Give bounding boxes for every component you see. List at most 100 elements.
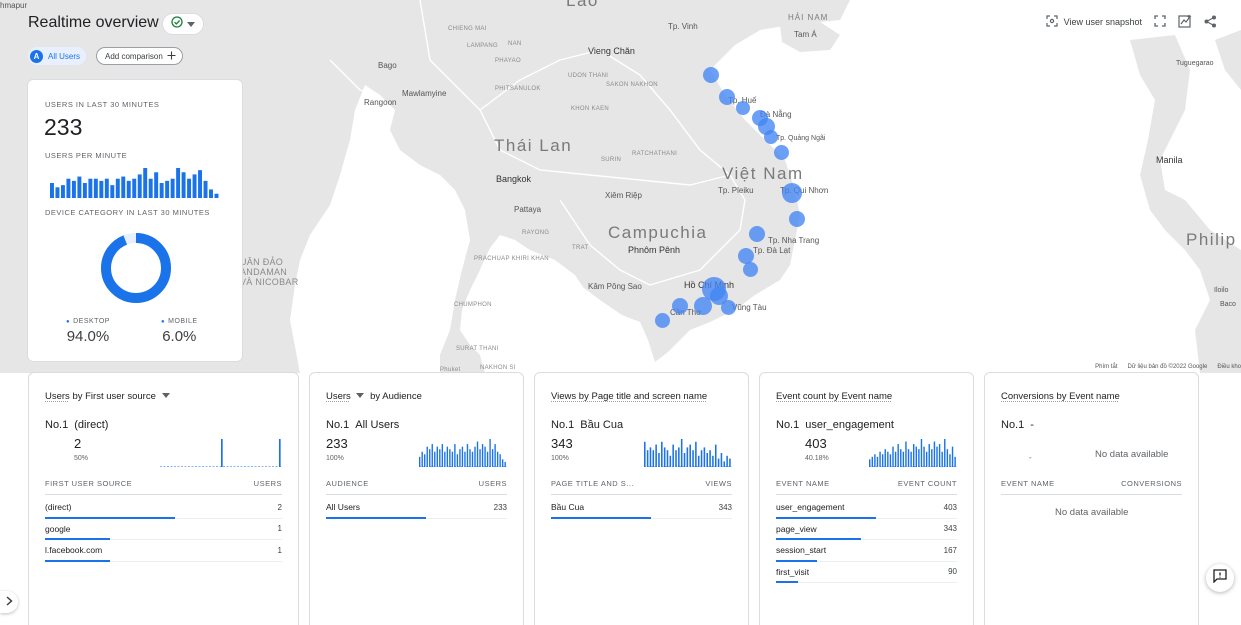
sparkline-bar[interactable] [675,450,677,467]
sparkline-bar[interactable] [700,450,703,467]
sparkline-bar[interactable] [471,451,474,467]
sparkline-bar[interactable] [706,453,709,467]
per-minute-bar[interactable] [126,180,131,198]
sparkline-bar[interactable] [723,461,726,467]
sparkline-bar[interactable] [729,458,731,467]
map-user-dot[interactable] [743,262,758,277]
sparkline-bar[interactable] [419,456,421,467]
sparkline-bar[interactable] [501,459,504,467]
sparkline-bar[interactable] [884,449,886,467]
sparkline-bar[interactable] [429,449,431,467]
per-minute-bar[interactable] [143,168,148,198]
per-minute-bar[interactable] [88,178,93,198]
sparkline-bar[interactable] [726,455,728,467]
comparison-chip-all-users[interactable]: A All Users [28,47,87,65]
per-minute-bar[interactable] [66,178,71,198]
table-row[interactable]: l.facebook.com 1 [45,540,282,562]
table-row[interactable]: user_engagement 403 [776,497,957,519]
sparkline-bar[interactable] [484,446,486,467]
sparkline-bar[interactable] [678,447,680,467]
sparkline-bar[interactable] [714,444,717,467]
sparkline-bar[interactable] [658,453,660,467]
sparkline-bar[interactable] [278,439,281,467]
table-row[interactable]: All Users 233 [326,497,507,519]
sparkline-bar[interactable] [913,444,915,467]
per-minute-bar[interactable] [104,178,109,198]
sparkline-bar[interactable] [915,446,918,467]
card-title[interactable]: Conversions by Event name [1001,391,1120,402]
sparkline-bar[interactable] [661,441,663,467]
map-user-dot[interactable] [774,145,789,160]
per-minute-bar[interactable] [187,178,192,198]
card-title[interactable]: Views by Page title and screen name [551,391,708,402]
sparkline-bar[interactable] [441,444,444,467]
sparkline-bar[interactable] [466,444,469,467]
per-minute-bar[interactable] [181,172,186,198]
table-row[interactable]: (direct) 2 [45,497,282,519]
per-minute-bar[interactable] [203,180,208,198]
table-row[interactable]: google 1 [45,519,282,540]
map-user-dot[interactable] [672,298,688,314]
sparkline-bar[interactable] [494,444,496,467]
sparkline-bar[interactable] [464,451,466,467]
sparkline-bar[interactable] [907,449,910,467]
sparkline-bar[interactable] [944,439,946,467]
sparkline-bar[interactable] [692,450,694,467]
map-user-dot[interactable] [749,226,765,242]
sparkline-bar[interactable] [931,449,933,467]
map-shortcuts-link[interactable]: Phím tắt [1095,364,1118,370]
sparkline-bar[interactable] [461,446,464,467]
sparkline-bar[interactable] [655,444,657,467]
sparkline-bar[interactable] [712,455,714,467]
sparkline-bar[interactable] [481,444,484,467]
top-item-sparkline[interactable] [419,437,507,467]
per-minute-bar[interactable] [60,185,65,198]
sparkline-bar[interactable] [902,451,905,467]
sparkline-bar[interactable] [469,449,471,467]
map-user-dot[interactable] [694,297,712,315]
sparkline-bar[interactable] [489,439,491,467]
sparkline-bar[interactable] [887,451,889,467]
table-row[interactable]: session_start 167 [776,540,957,562]
per-minute-bar[interactable] [176,168,181,198]
sparkline-bar[interactable] [491,449,494,467]
sparkline-bar[interactable] [652,450,655,467]
map-user-dot[interactable] [721,300,736,315]
sparkline-bar[interactable] [954,456,956,467]
sparkline-bar[interactable] [920,439,923,467]
share-icon[interactable] [1204,15,1217,30]
sparkline-bar[interactable] [910,451,912,467]
sparkline-bar[interactable] [680,439,683,467]
device-donut-chart[interactable] [100,232,172,304]
card-title[interactable]: Users by First user source [45,391,170,402]
sparkline-bar[interactable] [436,446,438,467]
sparkline-bar[interactable] [449,449,451,467]
per-minute-bar[interactable] [71,180,76,198]
view-user-snapshot-button[interactable]: View user snapshot [1046,15,1142,29]
sparkline-bar[interactable] [499,454,501,467]
per-minute-bar[interactable] [209,189,213,198]
per-minute-bar[interactable] [198,170,203,198]
per-minute-bar[interactable] [50,183,54,198]
sparkline-bar[interactable] [900,449,902,467]
map-user-dot[interactable] [703,67,719,83]
map-user-dot[interactable] [736,101,750,115]
sparkline-bar[interactable] [941,451,943,467]
sparkline-bar[interactable] [689,444,691,467]
sparkline-bar[interactable] [905,441,907,467]
sparkline-bar[interactable] [876,456,879,467]
map-user-dot[interactable] [789,211,805,227]
sparkline-bar[interactable] [649,447,652,467]
per-minute-bar[interactable] [99,180,104,198]
table-row[interactable]: Bầu Cua 343 [551,497,732,519]
insights-chart-icon[interactable] [1178,14,1192,30]
sparkline-bar[interactable] [431,444,433,467]
sparkline-bar[interactable] [717,458,720,467]
card-title[interactable]: Users by Audience [326,391,422,402]
sparkline-bar[interactable] [871,456,874,467]
sparkline-bar[interactable] [444,451,446,467]
sparkline-bar[interactable] [892,446,894,467]
sparkline-bar[interactable] [933,441,936,467]
sparkline-bar[interactable] [925,451,928,467]
top-item-sparkline[interactable] [160,437,282,467]
